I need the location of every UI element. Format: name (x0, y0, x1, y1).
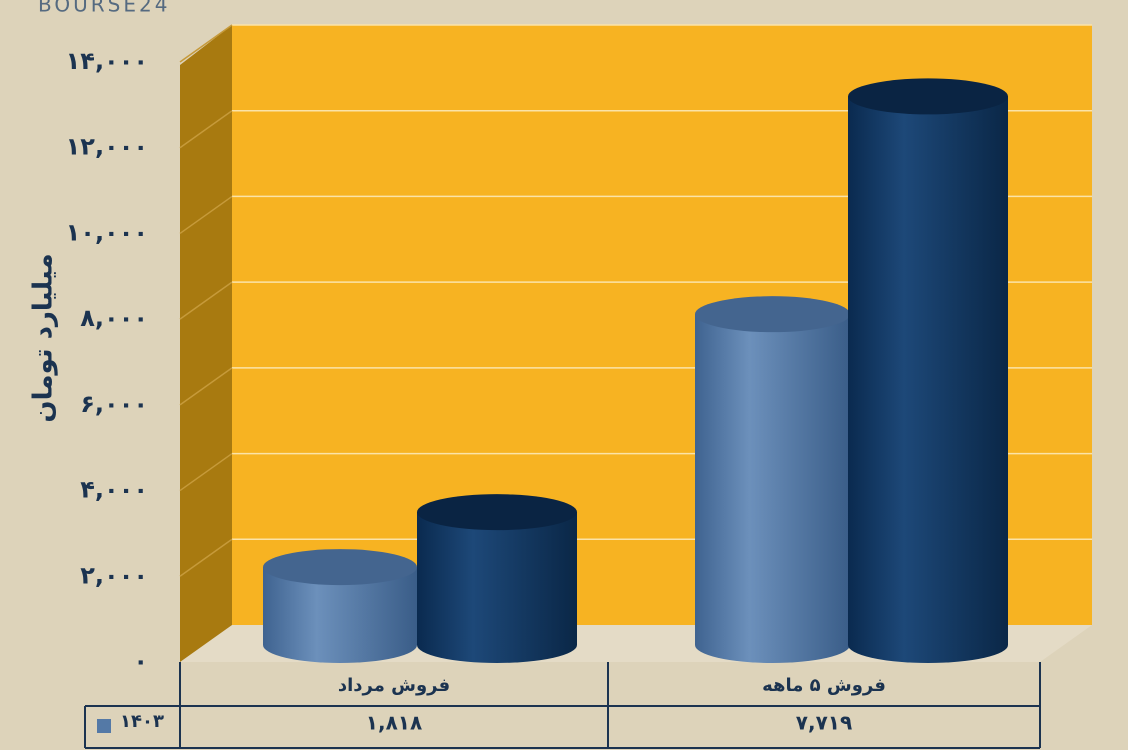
legend-label: ۱۴۰۳ (120, 711, 164, 732)
table-value: ۱,۸۱۸ (366, 711, 422, 735)
cylinder-top (263, 549, 417, 586)
cylinder-body (695, 314, 850, 663)
cylinder-body (417, 512, 577, 663)
y-axis-title: میلیارد تومان (29, 253, 59, 422)
y-tick-label: ۲,۰۰۰ (80, 561, 148, 589)
x-tick-label: فروش مرداد (338, 675, 450, 696)
y-tick-label: ۱۴,۰۰۰ (66, 47, 148, 75)
y-tick-label: ۱۲,۰۰۰ (66, 133, 148, 161)
cylinder-top (417, 494, 577, 531)
cylinder-body (848, 96, 1008, 663)
y-tick-label: ۸,۰۰۰ (80, 304, 148, 332)
grid-line (179, 452, 233, 492)
cylinder (848, 78, 1008, 663)
y-tick-label: ۱۰,۰۰۰ (66, 218, 148, 246)
side-wall (180, 25, 232, 662)
y-tick-label: ۴,۰۰۰ (80, 476, 148, 504)
grid-line (179, 110, 233, 149)
grid-line (179, 367, 233, 406)
cylinder-top (848, 78, 1008, 115)
legend-swatch (97, 719, 111, 733)
cylinder-top (695, 296, 850, 333)
cylinder (417, 494, 577, 663)
grid-line (179, 281, 233, 320)
grid-line (179, 195, 233, 235)
table-value: ۷,۷۱۹ (796, 711, 852, 735)
table-lines (84, 662, 1041, 749)
grid-line (179, 24, 233, 63)
y-tick-label: ۶,۰۰۰ (80, 390, 148, 418)
grid-line (179, 538, 233, 577)
cylinder (695, 296, 850, 663)
cylinder (263, 549, 417, 663)
y-tick-label: ۰ (133, 647, 148, 675)
watermark: BOURSE24 (38, 0, 170, 17)
x-tick-label: فروش ۵ ماهه (762, 675, 886, 696)
cylinder-body (263, 567, 417, 663)
